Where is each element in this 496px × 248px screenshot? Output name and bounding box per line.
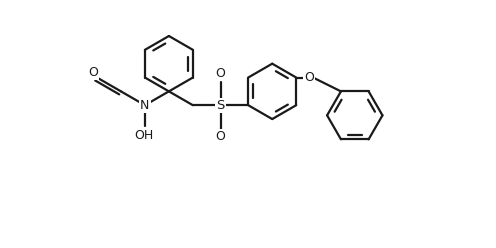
Text: O: O — [216, 130, 226, 143]
Text: N: N — [140, 99, 150, 112]
Text: O: O — [88, 66, 98, 79]
Text: OH: OH — [134, 129, 154, 142]
Text: O: O — [216, 67, 226, 80]
Text: S: S — [216, 99, 225, 112]
Text: O: O — [304, 71, 314, 84]
